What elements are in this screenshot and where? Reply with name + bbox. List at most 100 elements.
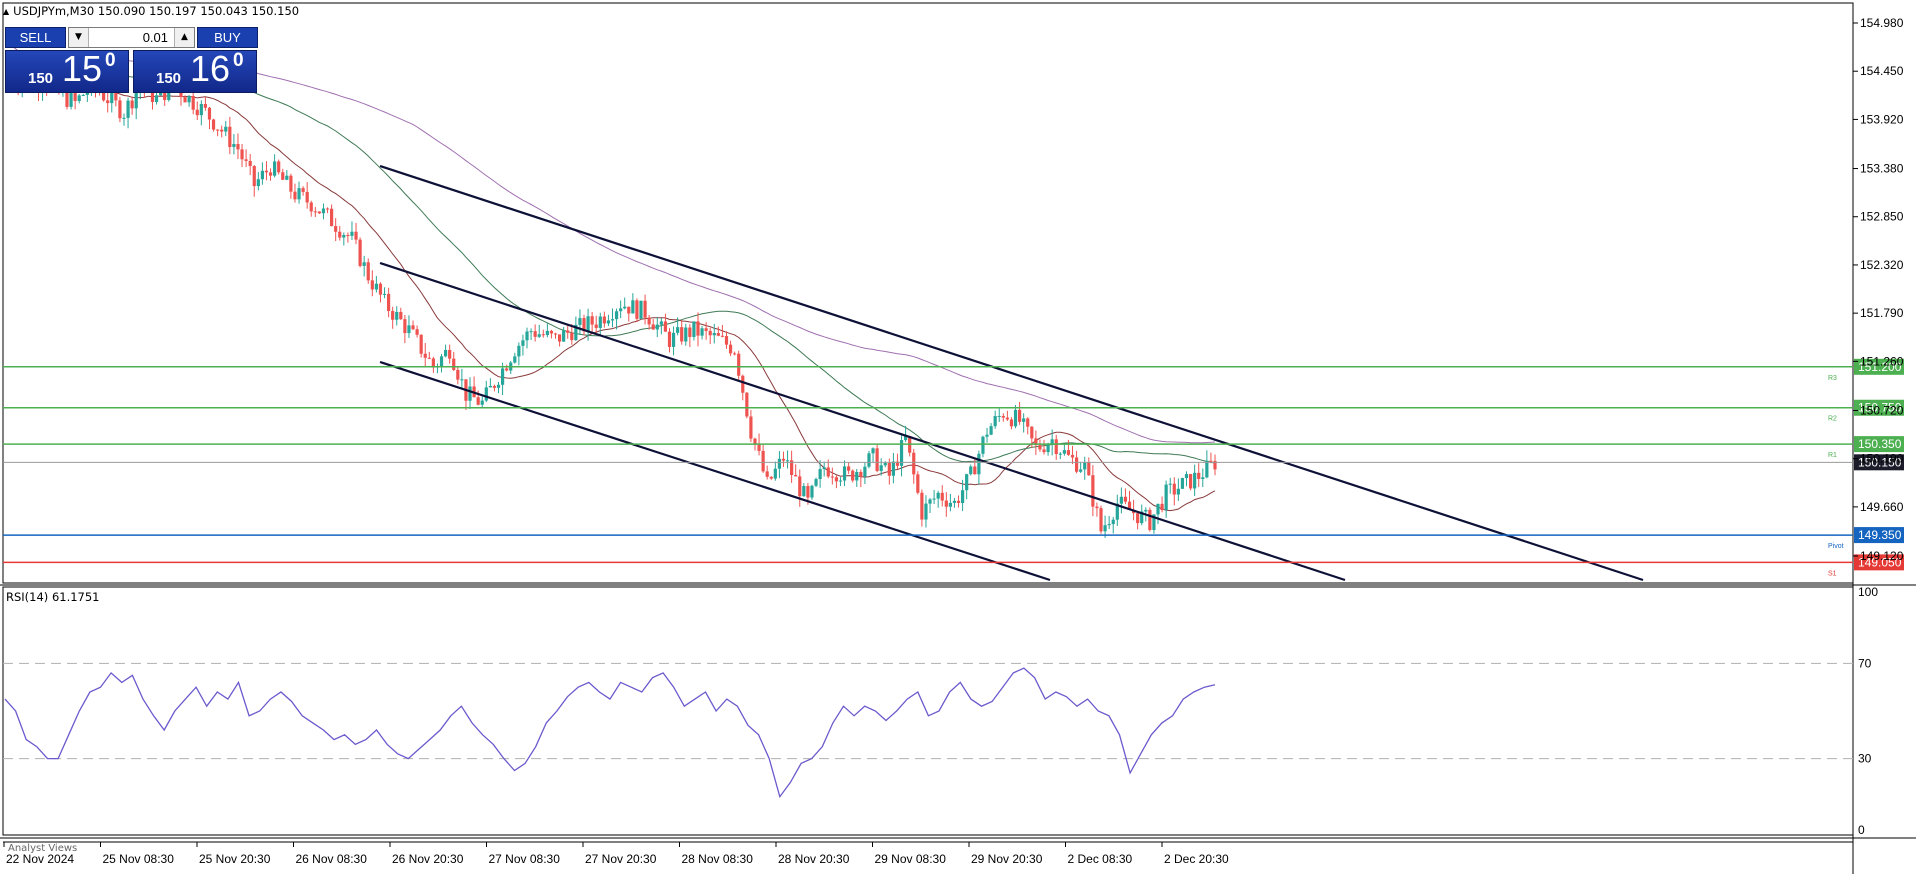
trend-channel[interactable] [379,164,1644,582]
candle-body [614,311,619,320]
candle-body [106,100,110,104]
candle-body [924,503,928,520]
candle-body [582,318,586,332]
candle-body [594,324,598,328]
rsi-plot-frame [2,586,1854,836]
candle-body [244,159,248,161]
candle-body [533,331,537,337]
candle-body [875,448,879,471]
level-price-label: 149.350 [1858,528,1902,542]
candle-body [1107,524,1111,526]
time-axis-label: 25 Nov 20:30 [199,852,271,866]
channel-lower-line[interactable] [379,360,1051,582]
lot-increase-arrow-icon[interactable]: ▲ [174,28,194,47]
lot-size-input[interactable] [91,28,172,47]
candle-body [431,358,435,368]
analyst-views-label[interactable]: Analyst Views [8,843,78,854]
rsi-line [4,667,1216,799]
candle-body [1005,417,1009,420]
symbol-header: ▲ USDJPYm,M30 150.090 150.197 150.043 15… [3,4,299,18]
candle-body [562,330,566,342]
candle-body [325,208,330,210]
candle-body [321,208,326,214]
candle-body [1184,474,1189,479]
candle-body [525,331,529,341]
candle-body [847,466,851,471]
price-axis-label: 152.320 [1860,258,1904,272]
candle-body [354,231,358,240]
candle-body [1152,514,1156,531]
candle-body [309,202,313,212]
candle-body [639,300,643,319]
candle-body [773,468,777,479]
candle-body [993,416,997,427]
main-plot-frame [2,2,1854,584]
candle-body [374,283,378,290]
candle-body [281,172,285,180]
level-price-tag [1854,436,1904,453]
candle-body [517,345,521,357]
candle-body [769,476,773,479]
candle-body [118,100,122,119]
candle-body [537,334,541,337]
moving-average-line [9,75,1216,512]
lot-decrease-arrow-icon[interactable]: ▼ [69,28,89,47]
candle-body [1197,472,1201,479]
candle-body [195,109,199,116]
candle-body [724,336,729,345]
candle-body [240,149,244,160]
candle-body [1009,419,1014,427]
candle-body [443,349,448,357]
channel-upper-line[interactable] [379,164,1644,582]
candle-body [798,476,802,497]
candle-body [350,231,354,236]
pivot-levels[interactable]: 151.200 R3 150.750 R2 150.350 R1 149.350 Pivot 1… [3,358,1904,578]
candle-body [1213,460,1217,470]
candle-body [114,92,118,101]
candle-body [777,458,782,469]
candle-body [676,327,680,333]
candle-body [1046,444,1050,453]
candle-body [655,324,659,330]
candle-body [733,353,737,355]
candle-body [985,434,989,437]
current-price-label: 150.150 [1858,455,1902,469]
candle-body [293,191,297,200]
candle-body [122,117,126,119]
candle-body [460,379,464,381]
candle-body [69,93,73,107]
candle-body [289,175,293,192]
candle-body [407,325,411,334]
candle-body [867,453,871,467]
candle-body [1083,462,1087,470]
sell-button[interactable]: SELL [5,27,66,48]
collapse-triangle-icon[interactable]: ▲ [3,6,10,16]
buy-button[interactable]: BUY [197,27,258,48]
candle-body [830,476,834,478]
level-price-tag [1854,399,1904,416]
candle-body [659,321,663,325]
candle-body [224,126,228,132]
candle-body [961,490,965,503]
candle-body [680,327,684,342]
candle-body [549,330,554,334]
candle-body [904,436,908,441]
bid-price-button[interactable]: 150 15 0 [5,48,129,93]
price-axis-label: 154.980 [1860,16,1904,30]
channel-middle-line[interactable] [379,261,1346,582]
candle-body [529,331,533,333]
candle-body [1074,457,1079,472]
candle-body [671,332,676,347]
ask-price-button[interactable]: 150 16 0 [133,48,257,93]
candle-body [452,358,456,370]
candle-body [256,179,260,187]
candle-body [301,188,305,192]
candle-body [887,462,891,476]
candle-body [264,170,269,173]
candle-body [541,334,545,336]
candle-body [928,499,932,504]
candle-body [716,333,720,336]
candle-body [802,485,806,497]
